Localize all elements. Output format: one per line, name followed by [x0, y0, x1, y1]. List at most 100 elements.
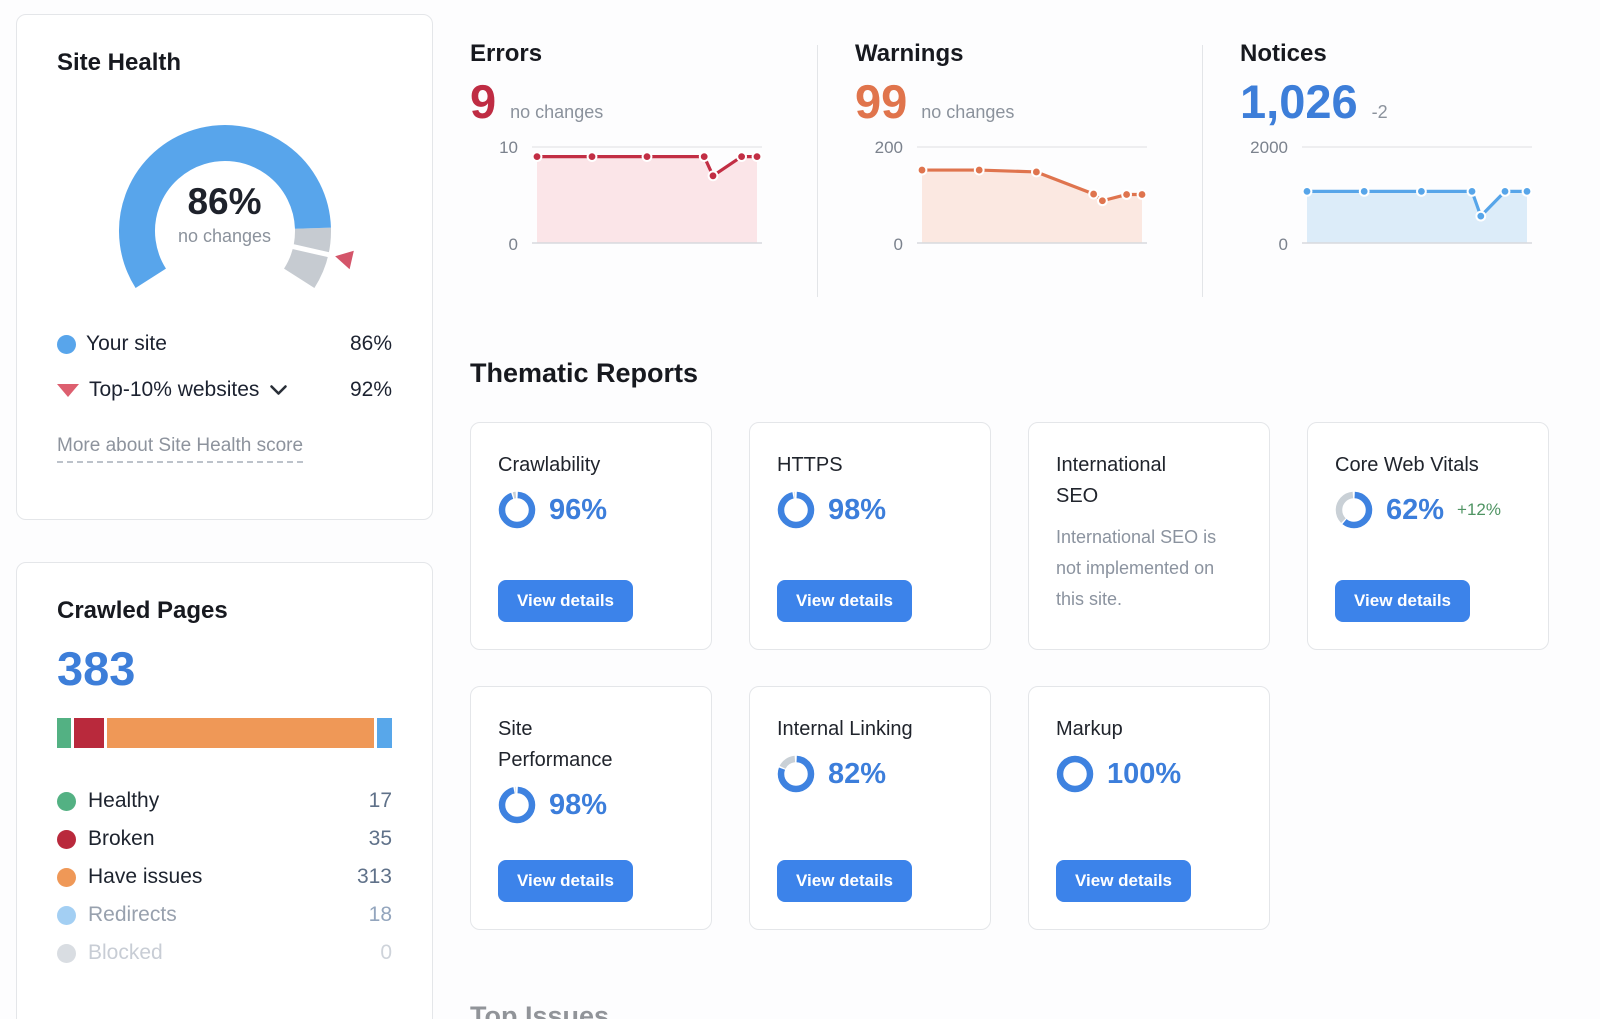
markup-title: Markup: [1056, 718, 1123, 740]
internal-linking-donut: [777, 755, 815, 793]
crawlability-title: Crawlability: [498, 454, 601, 476]
thematic-reports-heading: Thematic Reports: [470, 358, 699, 388]
bar-segment-redirects: [376, 718, 393, 748]
redirects-count: 18: [368, 903, 392, 926]
view-details-button[interactable]: View details: [777, 860, 913, 902]
errors-sparkline: [532, 146, 762, 244]
top10-label: Top-10% websites: [89, 378, 260, 401]
bar-segment-have-issues: [107, 718, 374, 748]
view-details-button[interactable]: View details: [498, 580, 634, 622]
international-seo-card: International SEO International SEO is n…: [1028, 422, 1270, 650]
errors-trend-chart: 10 0: [470, 139, 790, 253]
gauge-benchmark-marker-icon: [334, 250, 354, 270]
crawled-pages-legend: Healthy 17 Broken 35 Have issues 313 Red…: [57, 782, 392, 972]
site-performance-pct: 98%: [549, 788, 608, 821]
crawlability-pct: 96%: [549, 493, 608, 526]
divider: [1202, 45, 1203, 297]
gauge-change-label: no changes: [177, 226, 272, 246]
warnings-stat: Warnings 99 no changes 200 0: [855, 40, 1175, 253]
core-web-vitals-card: Core Web Vitals 62% +12% View details: [1307, 422, 1549, 650]
core-web-vitals-title: Core Web Vitals: [1335, 454, 1479, 476]
site-health-gauge: 86% no changes: [75, 93, 375, 293]
markup-pct: 100%: [1107, 757, 1182, 790]
notices-sparkline: [1302, 146, 1532, 244]
gauge-score-value: 86%: [187, 181, 262, 222]
internal-linking-pct: 82%: [828, 757, 887, 790]
divider: [817, 45, 818, 297]
view-details-button[interactable]: View details: [1335, 580, 1471, 622]
crawlability-card: Crawlability 96% View details: [470, 422, 712, 650]
legend-row-your-site: Your site 86%: [57, 321, 392, 367]
site-health-legend: Your site 86% Top-10% websites 92%: [57, 321, 392, 413]
site-performance-donut: [498, 786, 536, 824]
blocked-dot-icon: [57, 943, 76, 963]
chevron-down-icon: [270, 385, 288, 395]
legend-row-broken: Broken 35: [57, 820, 392, 858]
crawlability-donut: [498, 491, 536, 529]
your-site-dot-icon: [57, 334, 76, 354]
warnings-change: no changes: [921, 102, 1015, 122]
issues-summary-row: Errors 9 no changes 10 0 Warnings 99 no …: [470, 40, 1570, 300]
international-seo-description: International SEO is not implemented on …: [1056, 527, 1217, 609]
healthy-dot-icon: [57, 791, 76, 811]
redirects-dot-icon: [57, 905, 76, 925]
have-issues-dot-icon: [57, 867, 76, 887]
warnings-trend-chart: 200 0: [855, 139, 1175, 253]
internal-linking-card: Internal Linking 82% View details: [749, 686, 991, 930]
crawled-pages-stacked-bar: [57, 718, 393, 748]
legend-row-healthy: Healthy 17: [57, 782, 392, 820]
view-details-button[interactable]: View details: [1056, 860, 1192, 902]
warnings-value: 99: [855, 75, 908, 128]
errors-stat: Errors 9 no changes 10 0: [470, 40, 790, 253]
errors-value: 9: [470, 75, 497, 128]
notices-title: Notices: [1240, 40, 1327, 67]
https-donut: [777, 491, 815, 529]
view-details-button[interactable]: View details: [498, 860, 634, 902]
errors-change: no changes: [510, 102, 604, 122]
warnings-sparkline: [917, 146, 1147, 244]
crawled-pages-total: 383: [57, 642, 136, 695]
warnings-title: Warnings: [855, 40, 964, 67]
errors-title: Errors: [470, 40, 543, 67]
your-site-label: Your site: [86, 332, 167, 355]
internal-linking-title: Internal Linking: [777, 718, 913, 740]
bar-segment-broken: [74, 718, 105, 748]
crawled-pages-title: Crawled Pages: [57, 597, 228, 624]
international-seo-title: International SEO: [1056, 454, 1167, 507]
core-web-vitals-donut: [1335, 491, 1373, 529]
top10-value: 92%: [349, 378, 392, 401]
notices-trend-chart: 2000 0: [1240, 139, 1560, 253]
gauge-arc: [118, 125, 354, 288]
legend-row-redirects: Redirects 18: [57, 896, 392, 934]
your-site-value: 86%: [349, 332, 392, 355]
site-health-card: Site Health 86% no changes Your site 86%…: [16, 14, 433, 520]
legend-row-blocked: Blocked 0: [57, 934, 392, 972]
bar-segment-healthy: [57, 718, 72, 748]
https-title: HTTPS: [777, 454, 843, 476]
have-issues-count: 313: [356, 865, 392, 888]
broken-count: 35: [368, 827, 392, 850]
https-pct: 98%: [828, 493, 887, 526]
healthy-count: 17: [368, 789, 392, 812]
https-card: HTTPS 98% View details: [749, 422, 991, 650]
cutoff-next-section-heading: Top Issues: [470, 1001, 610, 1019]
notices-change: -2: [1371, 102, 1388, 122]
crawled-pages-card: Crawled Pages 383 Healthy 17 Broken 35 H…: [16, 562, 433, 1019]
top10-triangle-icon: [57, 383, 79, 397]
notices-stat: Notices 1,026 -2 2000 0: [1240, 40, 1560, 253]
more-about-site-health-link[interactable]: More about Site Health score: [57, 435, 304, 463]
view-details-button[interactable]: View details: [777, 580, 913, 622]
legend-row-top10[interactable]: Top-10% websites 92%: [57, 367, 392, 413]
site-health-title: Site Health: [57, 49, 182, 76]
notices-value: 1,026: [1240, 75, 1358, 128]
core-web-vitals-pct: 62%: [1386, 493, 1445, 526]
site-performance-title: Site Performance: [498, 718, 613, 771]
legend-row-have-issues: Have issues 313: [57, 858, 392, 896]
site-performance-card: Site Performance 98% View details: [470, 686, 712, 930]
markup-card: Markup 100% View details: [1028, 686, 1270, 930]
broken-dot-icon: [57, 829, 76, 849]
blocked-count: 0: [380, 941, 392, 964]
core-web-vitals-delta: +12%: [1457, 500, 1501, 519]
markup-donut: [1056, 755, 1094, 793]
